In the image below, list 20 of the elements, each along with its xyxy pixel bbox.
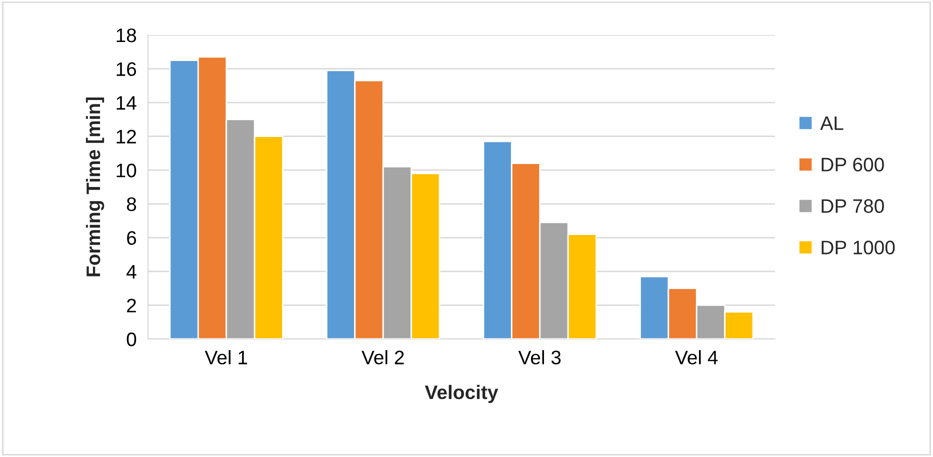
y-tick-label: 4 — [126, 265, 136, 278]
y-tick-label: 6 — [127, 231, 136, 245]
legend-label: DP 780 — [822, 199, 884, 213]
x-tick-label: Vel 1 — [204, 350, 248, 364]
x-axis-title: Velocity — [424, 384, 498, 404]
y-tick-label: 10 — [116, 164, 136, 178]
x-tick-label: Vel 4 — [675, 350, 718, 364]
y-tick-label: 8 — [126, 197, 136, 212]
y-tick-label: 12 — [116, 130, 136, 144]
legend-label: DP 1000 — [822, 240, 895, 254]
y-tick-label: 0 — [126, 332, 136, 346]
y-axis-title: Forming Time [min] — [86, 98, 104, 276]
x-tick-label: Vel 2 — [362, 350, 404, 364]
legend-label: DP 600 — [822, 158, 884, 172]
y-tick-label: 2 — [127, 298, 136, 312]
y-tick-label: 14 — [116, 96, 136, 110]
x-tick-label: Vel 3 — [518, 350, 561, 364]
y-tick-label: 18 — [116, 28, 136, 42]
y-tick-label: 16 — [116, 62, 136, 76]
legend-label: AL — [820, 116, 844, 130]
